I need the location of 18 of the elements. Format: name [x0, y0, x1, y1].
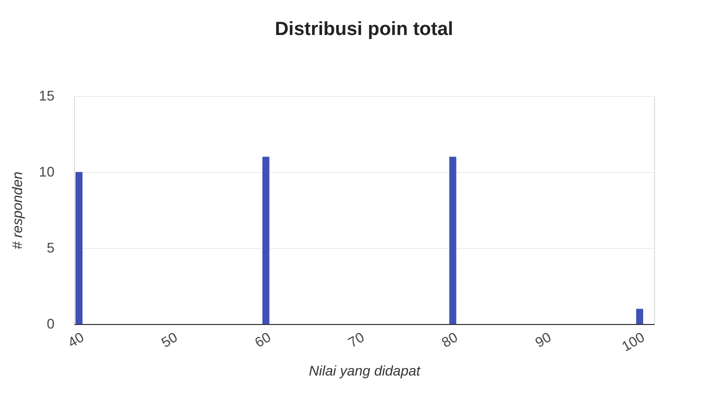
x-tick-label: 40	[65, 328, 87, 350]
y-tick-label: 0	[46, 316, 55, 332]
x-tick-label: 50	[158, 328, 180, 350]
y-tick-label: 15	[38, 88, 55, 104]
x-axis-title: Nilai yang didapat	[308, 362, 422, 378]
y-axis-title: # responden	[8, 171, 25, 250]
chart-title: Distribusi poin total	[274, 19, 454, 40]
bar	[449, 156, 456, 324]
y-tick-label: 5	[46, 240, 55, 256]
x-tick-label: 80	[438, 328, 460, 350]
bar	[636, 308, 644, 324]
x-tick-label: 70	[345, 328, 368, 350]
y-tick-label: 10	[38, 164, 55, 180]
bar	[76, 172, 82, 324]
x-tick-label: 60	[252, 328, 274, 350]
x-tick-label: 90	[532, 328, 554, 350]
bar	[262, 156, 270, 324]
x-tick-label: 100	[618, 328, 648, 354]
